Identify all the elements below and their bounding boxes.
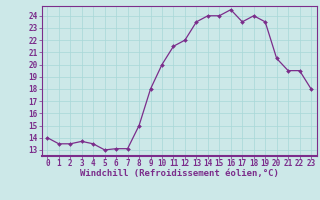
X-axis label: Windchill (Refroidissement éolien,°C): Windchill (Refroidissement éolien,°C) [80, 169, 279, 178]
